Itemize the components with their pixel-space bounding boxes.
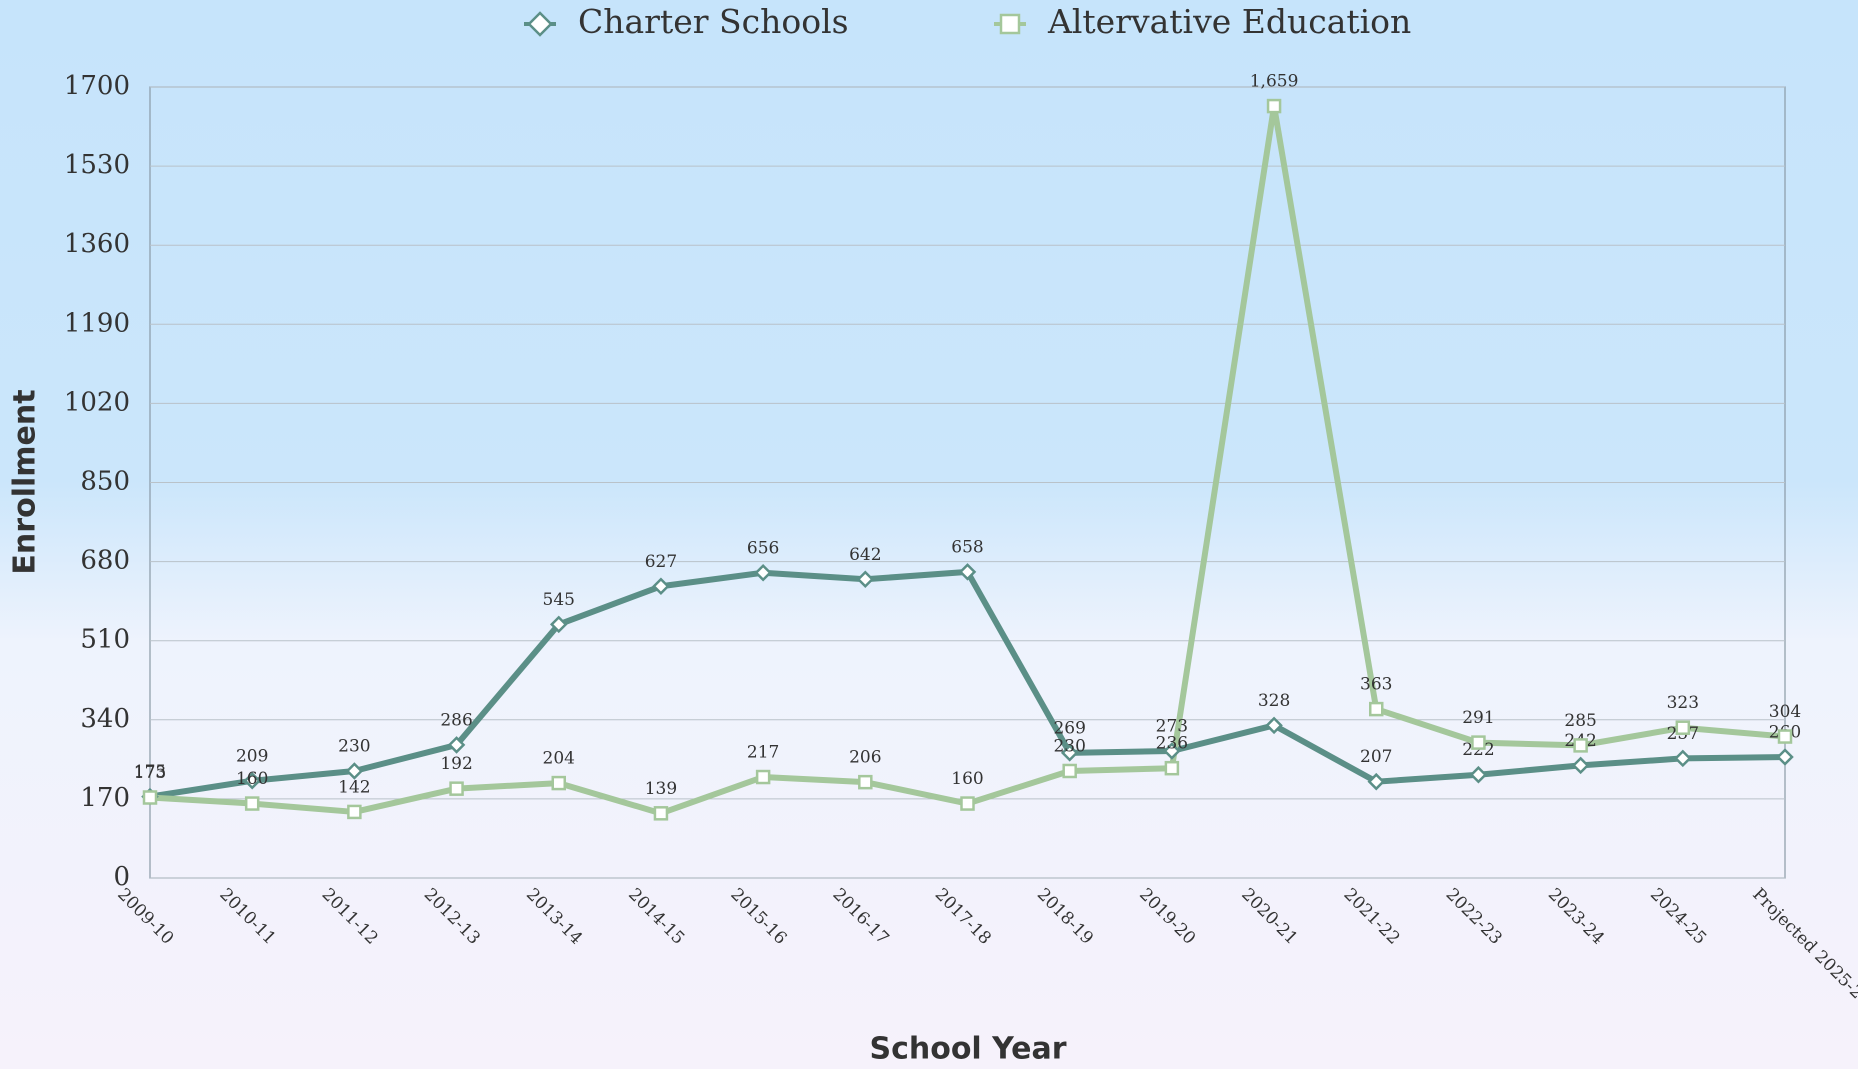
data-label: 291 bbox=[1462, 708, 1494, 728]
data-point bbox=[551, 775, 566, 791]
y-tick-label: 170 bbox=[80, 783, 130, 813]
data-label: 273 bbox=[1156, 716, 1188, 736]
data-label: 627 bbox=[645, 552, 677, 572]
data-point bbox=[1776, 748, 1794, 766]
data-label: 207 bbox=[1360, 747, 1392, 767]
data-point bbox=[1265, 716, 1283, 735]
data-point bbox=[142, 790, 158, 805]
data-label: 1,659 bbox=[1250, 72, 1299, 92]
legend-marker bbox=[999, 13, 1021, 35]
data-point bbox=[1469, 765, 1488, 784]
y-tick-label: 850 bbox=[80, 467, 130, 497]
data-point bbox=[652, 577, 670, 596]
data-point bbox=[549, 615, 568, 634]
data-point bbox=[1573, 738, 1588, 753]
data-point bbox=[449, 781, 464, 796]
data-point bbox=[1062, 763, 1077, 779]
data-label: 222 bbox=[1462, 740, 1494, 760]
data-label: 658 bbox=[951, 537, 983, 557]
data-point bbox=[1060, 744, 1079, 762]
data-label: 656 bbox=[747, 538, 779, 558]
data-label: 160 bbox=[236, 769, 268, 789]
data-label: 545 bbox=[543, 590, 575, 610]
data-label: 217 bbox=[747, 743, 779, 763]
y-tick-label: 340 bbox=[80, 704, 130, 734]
data-label: 286 bbox=[440, 710, 472, 730]
data-label: 160 bbox=[951, 769, 983, 789]
legend-label: Charter Schools bbox=[578, 2, 849, 41]
y-tick-label: 0 bbox=[113, 862, 130, 892]
data-label: 230 bbox=[1053, 736, 1085, 756]
data-label: 206 bbox=[849, 748, 881, 768]
data-label: 328 bbox=[1258, 691, 1290, 711]
data-point bbox=[1163, 742, 1181, 760]
data-label: 209 bbox=[236, 746, 268, 766]
y-tick-label: 1700 bbox=[64, 71, 130, 101]
y-tick-label: 1360 bbox=[64, 229, 130, 259]
data-label: 363 bbox=[1360, 675, 1392, 695]
data-point bbox=[447, 736, 466, 754]
data-point bbox=[1777, 729, 1793, 744]
data-point bbox=[653, 806, 669, 821]
x-axis-title: School Year bbox=[869, 1032, 1066, 1067]
y-tick-label: 1530 bbox=[64, 150, 130, 180]
data-point bbox=[1675, 720, 1691, 735]
data-point bbox=[1164, 760, 1180, 776]
data-point bbox=[856, 570, 875, 589]
y-tick-label: 680 bbox=[80, 546, 130, 576]
y-tick-label: 510 bbox=[80, 625, 130, 655]
data-point bbox=[1471, 735, 1486, 750]
y-tick-label: 1190 bbox=[64, 308, 130, 338]
data-point bbox=[347, 804, 362, 820]
data-label: 192 bbox=[440, 754, 472, 774]
data-label: 642 bbox=[849, 545, 881, 565]
legend-marker bbox=[527, 11, 553, 37]
data-point bbox=[1571, 756, 1590, 775]
data-label: 230 bbox=[338, 736, 370, 756]
data-label: 323 bbox=[1667, 693, 1699, 713]
data-point bbox=[243, 771, 261, 790]
data-label: 285 bbox=[1564, 711, 1596, 731]
data-label: 269 bbox=[1053, 718, 1085, 738]
data-point bbox=[1266, 98, 1282, 114]
data-point bbox=[755, 769, 771, 785]
data-label: 173 bbox=[134, 763, 166, 783]
data-point bbox=[345, 762, 364, 780]
data-point bbox=[1367, 772, 1386, 791]
data-point bbox=[1674, 749, 1692, 768]
data-label: 304 bbox=[1769, 702, 1801, 722]
data-label: 236 bbox=[1156, 734, 1188, 754]
data-label: 139 bbox=[645, 779, 677, 799]
data-label: 175 bbox=[134, 762, 166, 782]
data-label: 204 bbox=[543, 749, 575, 769]
y-axis-title: Enrollment bbox=[8, 389, 43, 574]
data-point bbox=[958, 563, 977, 581]
y-tick-label: 1020 bbox=[64, 387, 130, 417]
data-point bbox=[244, 796, 260, 811]
data-point bbox=[858, 774, 873, 790]
legend-label: Altervative Education bbox=[1047, 2, 1411, 41]
data-label: 142 bbox=[338, 777, 370, 797]
data-point bbox=[1369, 701, 1384, 717]
data-point bbox=[754, 563, 772, 582]
data-point bbox=[960, 796, 975, 811]
